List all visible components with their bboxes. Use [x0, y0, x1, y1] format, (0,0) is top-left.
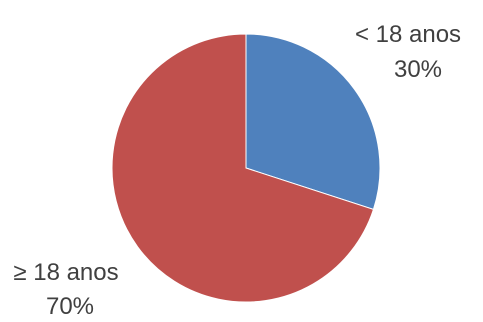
slice-value-under-18: 30%: [394, 56, 442, 83]
pie-slice-under-18: [245, 33, 381, 211]
slice-label-18-plus: ≥ 18 anos: [13, 259, 118, 286]
slice-label-under-18: < 18 anos: [355, 21, 461, 48]
pie-slice-18-plus: [111, 33, 375, 303]
pie-slices: [111, 33, 381, 303]
slice-value-18-plus: 70%: [46, 293, 94, 320]
